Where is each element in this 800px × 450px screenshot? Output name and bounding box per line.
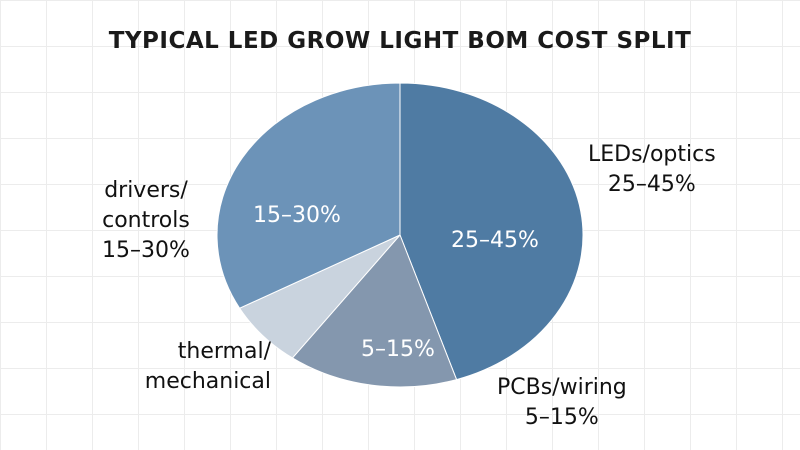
chart-title: TYPICAL LED GROW LIGHT BOM COST SPLIT <box>108 28 692 54</box>
label-drivers-controls: drivers/ controls 15–30% <box>102 178 190 263</box>
label-leds-optics: LEDs/optics 25–45% <box>588 142 716 197</box>
slice-label-leds-optics: 25–45% <box>451 228 539 253</box>
label-pcbs-wiring: PCBs/wiring 5–15% <box>497 375 627 430</box>
slice-label-pcbs-wiring: 5–15% <box>361 337 435 362</box>
slice-leds-optics <box>399 82 584 381</box>
slice-drivers-controls <box>216 82 401 309</box>
label-thermal-mechanical: thermal/ mechanical <box>144 339 271 394</box>
slice-pcbs-wiring <box>291 234 458 388</box>
slice-label-drivers-controls: 15–30% <box>253 203 341 228</box>
